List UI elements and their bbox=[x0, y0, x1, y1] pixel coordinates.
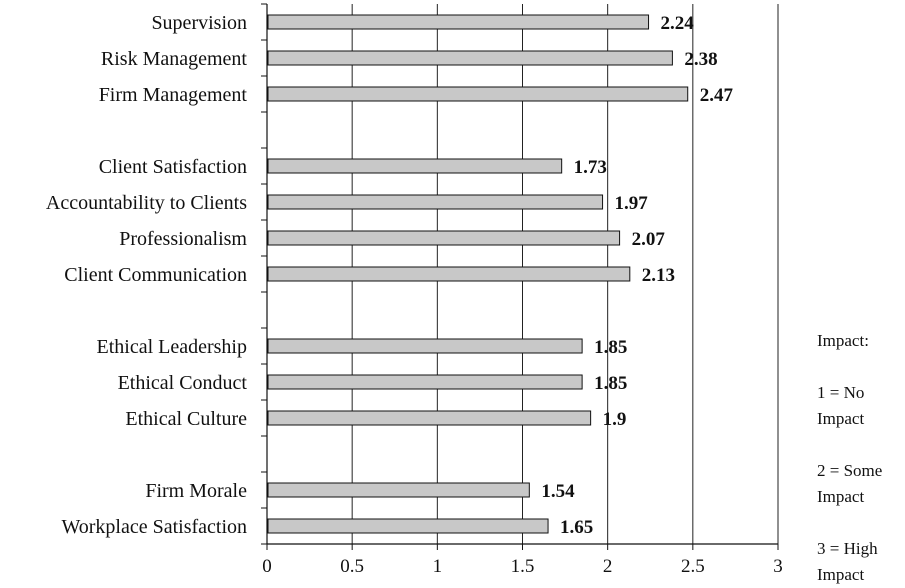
bar bbox=[267, 194, 604, 210]
data-label: 1.73 bbox=[574, 157, 607, 178]
legend-item-no-impact: 1 = No Impact bbox=[817, 383, 865, 428]
bar bbox=[267, 230, 621, 246]
category-label: Client Satisfaction bbox=[99, 156, 247, 178]
x-tick-label: 0 bbox=[262, 556, 272, 577]
bar bbox=[267, 158, 563, 174]
x-tick-label: 1 bbox=[433, 556, 443, 577]
legend-item-some-impact: 2 = Some Impact bbox=[817, 461, 883, 506]
bar bbox=[267, 518, 549, 534]
category-label: Risk Management bbox=[101, 48, 248, 70]
category-label: Accountability to Clients bbox=[46, 192, 247, 214]
category-label: Supervision bbox=[151, 12, 247, 34]
bars bbox=[267, 14, 689, 534]
x-tick-label: 1.5 bbox=[511, 556, 535, 577]
category-label: Ethical Culture bbox=[125, 408, 247, 430]
data-label: 1.97 bbox=[615, 193, 649, 214]
category-label: Client Communication bbox=[64, 264, 247, 286]
category-label: Workplace Satisfaction bbox=[61, 516, 247, 538]
axes bbox=[261, 3, 779, 550]
bar bbox=[267, 86, 689, 102]
impact-legend: Impact: 1 = No Impact 2 = Some Impact 3 … bbox=[817, 328, 905, 588]
data-label: 2.24 bbox=[661, 13, 695, 34]
category-label: Ethical Conduct bbox=[118, 372, 248, 394]
data-label: 1.9 bbox=[603, 409, 627, 430]
data-label: 1.65 bbox=[560, 517, 593, 538]
bar bbox=[267, 338, 583, 354]
x-tick-label: 2.5 bbox=[681, 556, 705, 577]
data-label: 1.54 bbox=[541, 481, 575, 502]
data-label: 2.47 bbox=[700, 85, 734, 106]
bar bbox=[267, 14, 650, 30]
bar bbox=[267, 374, 583, 390]
legend-heading: Impact: bbox=[817, 331, 869, 350]
bar bbox=[267, 50, 673, 66]
data-label: 1.85 bbox=[594, 337, 627, 358]
data-label: 2.38 bbox=[684, 49, 717, 70]
x-tick-label: 2 bbox=[603, 556, 613, 577]
category-label: Firm Morale bbox=[145, 480, 247, 502]
x-tick-label: 0.5 bbox=[340, 556, 364, 577]
category-label: Firm Management bbox=[99, 84, 248, 106]
data-label: 2.07 bbox=[632, 229, 666, 250]
data-label: 1.85 bbox=[594, 373, 627, 394]
labels: 0 0.5 1 1.5 2 2.5 3 Supervision 2.24 Risk Managem… bbox=[46, 12, 783, 577]
bar bbox=[267, 410, 592, 426]
category-label: Professionalism bbox=[119, 228, 247, 250]
data-label: 2.13 bbox=[642, 265, 675, 286]
category-label: Ethical Leadership bbox=[97, 336, 248, 358]
x-tick-label: 3 bbox=[773, 556, 783, 577]
legend-item-high-impact: 3 = High Impact bbox=[817, 539, 878, 584]
bar bbox=[267, 482, 530, 498]
bar bbox=[267, 266, 631, 282]
